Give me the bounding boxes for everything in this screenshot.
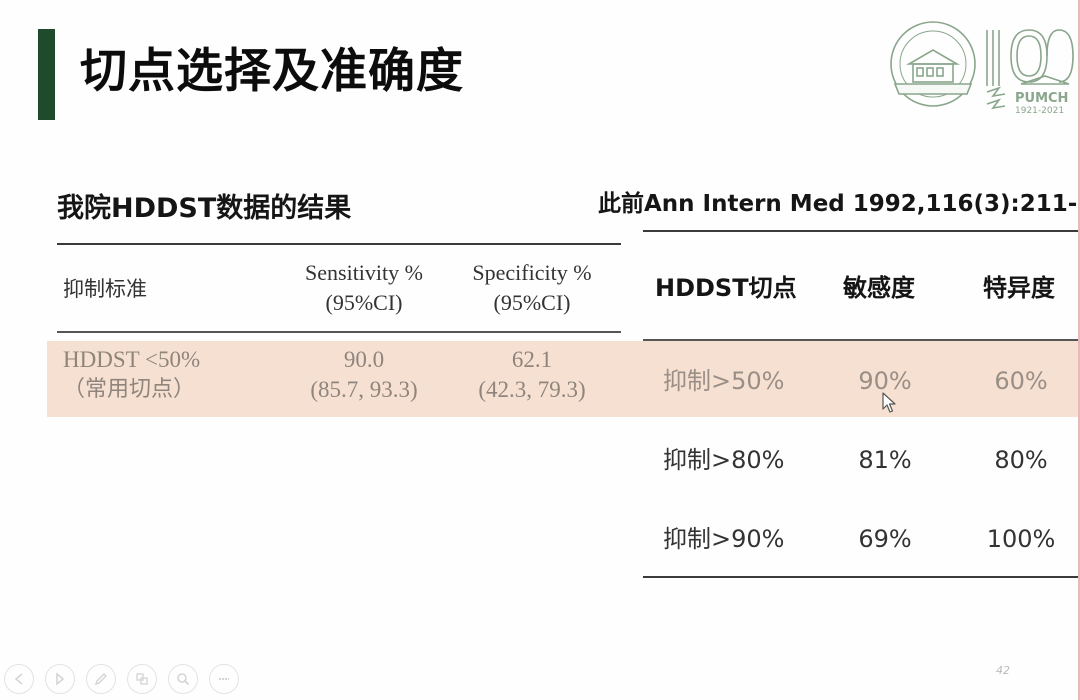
slides-icon: [136, 673, 148, 685]
table-header-rule: [57, 331, 621, 333]
header-sensitivity: 敏感度: [843, 274, 915, 302]
title-accent-bar: [38, 29, 55, 120]
pumch-logo-icon: PUMCH 1921-2021: [890, 21, 1074, 116]
highlight-row-band: [47, 341, 1078, 417]
more-icon: [219, 678, 229, 680]
cell-cutoff: 抑制>50%: [663, 367, 785, 395]
local-results-heading: 我院HDDST数据的结果: [57, 193, 352, 224]
cell-sensitivity: 69%: [858, 525, 912, 553]
slide-title: 切点选择及准确度: [80, 44, 464, 99]
svg-text:1921-2021: 1921-2021: [1015, 106, 1064, 116]
cell-criterion-note: （常用切点）: [63, 377, 196, 402]
pen-tool-button[interactable]: [86, 664, 116, 694]
cell-criterion: HDDST <50%: [63, 347, 201, 372]
next-slide-button[interactable]: [45, 664, 75, 694]
slide-edge: [1078, 0, 1080, 700]
mouse-cursor-icon: [882, 392, 896, 413]
header-specificity: Specificity % (95%CI): [472, 260, 592, 315]
all-slides-button[interactable]: [127, 664, 157, 694]
zoom-button[interactable]: [168, 664, 198, 694]
cell-sensitivity: 90%: [858, 367, 912, 395]
cell-specificity: 80%: [994, 446, 1048, 474]
next-icon: [56, 672, 65, 686]
pen-icon: [94, 673, 107, 686]
cell-cutoff: 抑制>80%: [663, 446, 785, 474]
cell-specificity: 62.1 (42.3, 79.3): [478, 347, 586, 402]
cell-sensitivity: 90.0 (85.7, 93.3): [310, 347, 418, 402]
header-criterion: 抑制标准: [63, 277, 147, 301]
header-specificity: 特异度: [983, 274, 1055, 302]
table-header-rule: [643, 339, 1078, 341]
svg-text:PUMCH: PUMCH: [1015, 91, 1068, 106]
zoom-icon: [177, 673, 190, 686]
cell-specificity: 100%: [986, 525, 1056, 553]
cell-specificity: 60%: [994, 367, 1048, 395]
presentation-toolbar: [4, 664, 239, 694]
reference-heading: 此前Ann Intern Med 1992,116(3):211-7: [598, 191, 1080, 217]
header-sensitivity: Sensitivity % (95%CI): [305, 260, 423, 315]
header-cutoff: HDDST切点: [655, 274, 797, 302]
cell-sensitivity: 81%: [858, 446, 912, 474]
previous-slide-button[interactable]: [4, 664, 34, 694]
previous-icon: [14, 673, 23, 685]
table-top-rule: [643, 230, 1078, 232]
cell-cutoff: 抑制>90%: [663, 525, 785, 553]
table-bottom-rule: [643, 576, 1078, 578]
page-number: 42: [996, 664, 1010, 677]
table-top-rule: [57, 243, 621, 245]
more-options-button[interactable]: [209, 664, 239, 694]
